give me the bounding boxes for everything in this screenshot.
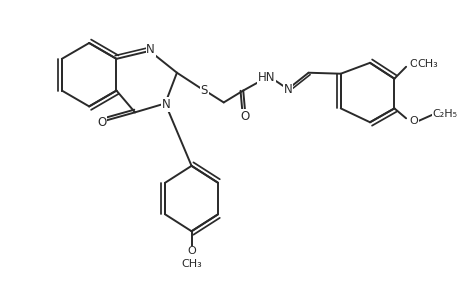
- Text: N: N: [283, 83, 292, 96]
- Text: N: N: [162, 98, 170, 111]
- Text: O: O: [240, 110, 249, 123]
- Text: O: O: [187, 246, 196, 256]
- Text: CH₃: CH₃: [416, 59, 437, 69]
- Text: O: O: [409, 59, 417, 69]
- Text: HN: HN: [257, 71, 275, 84]
- Text: O: O: [409, 116, 417, 126]
- Text: C₂H₅: C₂H₅: [431, 109, 457, 119]
- Text: O: O: [97, 116, 106, 129]
- Text: S: S: [200, 84, 207, 97]
- Text: CH₃: CH₃: [181, 259, 202, 269]
- Text: N: N: [146, 44, 155, 56]
